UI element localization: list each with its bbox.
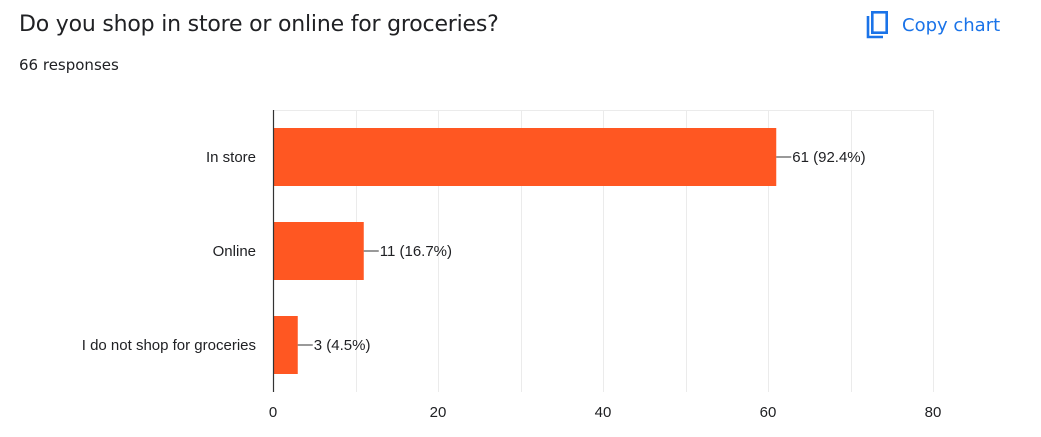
category-label: Online (213, 243, 256, 260)
x-tick-label: 20 (430, 404, 447, 421)
category-label: I do not shop for groceries (82, 337, 256, 354)
copy-chart-label: Copy chart (902, 14, 1001, 36)
copy-icon (864, 10, 890, 40)
response-count: 66 responses (19, 56, 119, 74)
x-tick-label: 40 (595, 404, 612, 421)
category-label: In store (206, 149, 256, 166)
bar (273, 222, 364, 280)
data-label: 3 (4.5%) (314, 337, 371, 354)
data-label: 61 (92.4%) (792, 149, 865, 166)
x-tick-label: 60 (760, 404, 777, 421)
bar (273, 316, 298, 374)
data-label: 11 (16.7%) (380, 243, 452, 260)
x-tick-label: 80 (925, 404, 942, 421)
bar (273, 128, 777, 186)
chart-title: Do you shop in store or online for groce… (19, 12, 499, 37)
x-tick-label: 0 (269, 404, 277, 421)
copy-chart-button[interactable]: Copy chart (864, 8, 1000, 42)
